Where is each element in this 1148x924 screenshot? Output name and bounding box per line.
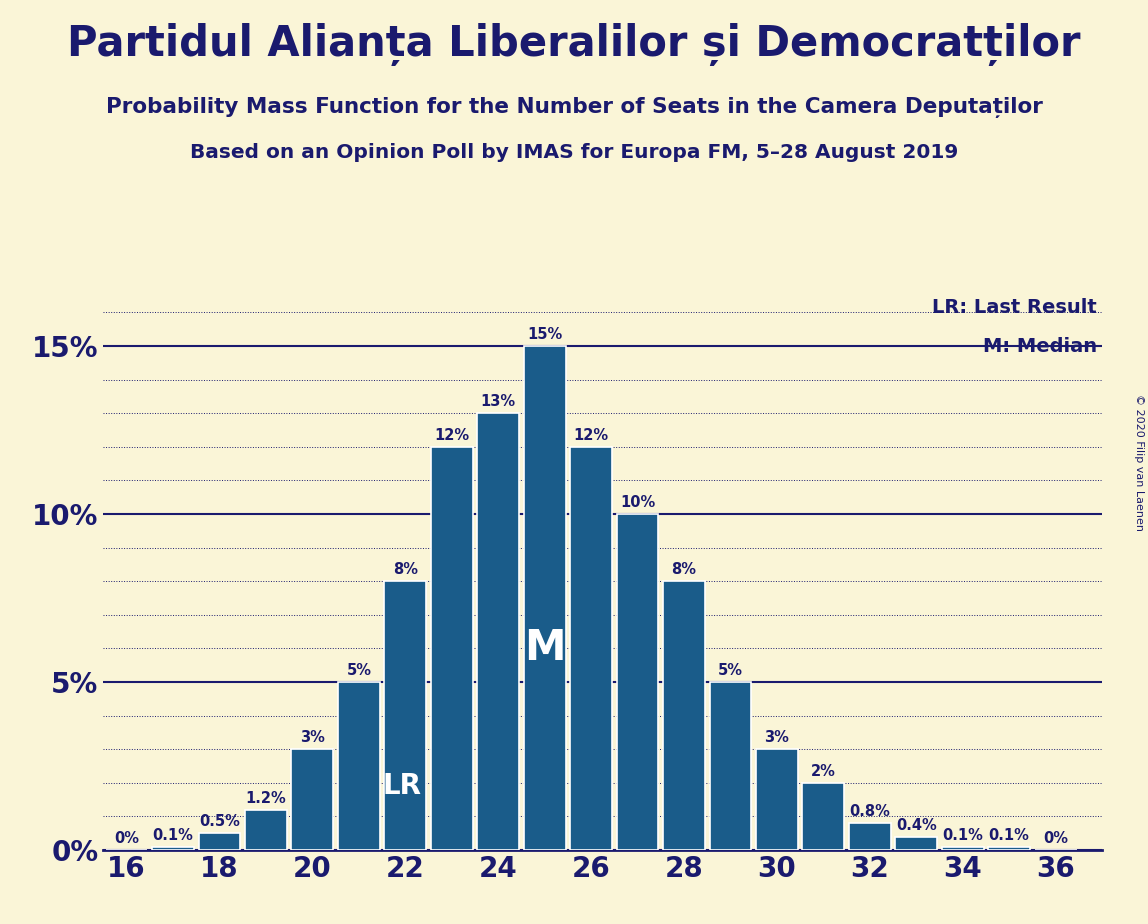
Bar <box>664 581 705 850</box>
Text: 0.1%: 0.1% <box>988 828 1030 843</box>
Text: 15%: 15% <box>527 327 563 342</box>
Text: 0.8%: 0.8% <box>850 804 890 820</box>
Bar <box>988 846 1030 850</box>
Text: 0%: 0% <box>1044 831 1068 846</box>
Bar <box>802 783 844 850</box>
Text: 3%: 3% <box>300 730 325 746</box>
Bar <box>199 833 240 850</box>
Bar <box>757 749 798 850</box>
Bar <box>709 682 751 850</box>
Text: 0.5%: 0.5% <box>199 814 240 829</box>
Text: 0%: 0% <box>114 831 139 846</box>
Bar <box>152 846 194 850</box>
Text: 12%: 12% <box>434 428 470 443</box>
Bar <box>895 836 937 850</box>
Text: 1.2%: 1.2% <box>246 791 286 806</box>
Bar <box>430 447 473 850</box>
Text: Probability Mass Function for the Number of Seats in the Camera Deputaților: Probability Mass Function for the Number… <box>106 97 1042 118</box>
Text: 0.1%: 0.1% <box>153 828 194 843</box>
Text: © 2020 Filip van Laenen: © 2020 Filip van Laenen <box>1134 394 1143 530</box>
Text: LR: Last Result: LR: Last Result <box>932 298 1097 318</box>
Text: 13%: 13% <box>481 395 515 409</box>
Text: 2%: 2% <box>810 764 836 779</box>
Bar <box>292 749 333 850</box>
Text: 0.4%: 0.4% <box>895 818 937 833</box>
Text: M: Median: M: Median <box>983 337 1097 357</box>
Bar <box>338 682 380 850</box>
Text: 3%: 3% <box>765 730 790 746</box>
Bar <box>571 447 612 850</box>
Text: 10%: 10% <box>620 495 656 510</box>
Text: 8%: 8% <box>672 562 697 578</box>
Text: 5%: 5% <box>347 663 371 678</box>
Text: 5%: 5% <box>718 663 743 678</box>
Bar <box>478 413 519 850</box>
Text: LR: LR <box>382 772 421 800</box>
Text: 8%: 8% <box>393 562 418 578</box>
Text: 0.1%: 0.1% <box>943 828 983 843</box>
Bar <box>385 581 426 850</box>
Bar <box>523 346 566 850</box>
Bar <box>245 809 287 850</box>
Bar <box>616 514 659 850</box>
Text: M: M <box>523 627 565 670</box>
Text: Based on an Opinion Poll by IMAS for Europa FM, 5–28 August 2019: Based on an Opinion Poll by IMAS for Eur… <box>189 143 959 163</box>
Bar <box>941 846 984 850</box>
Text: Partidul Alianța Liberalilor și Democratților: Partidul Alianța Liberalilor și Democrat… <box>68 23 1080 67</box>
Bar <box>848 823 891 850</box>
Text: 12%: 12% <box>574 428 608 443</box>
